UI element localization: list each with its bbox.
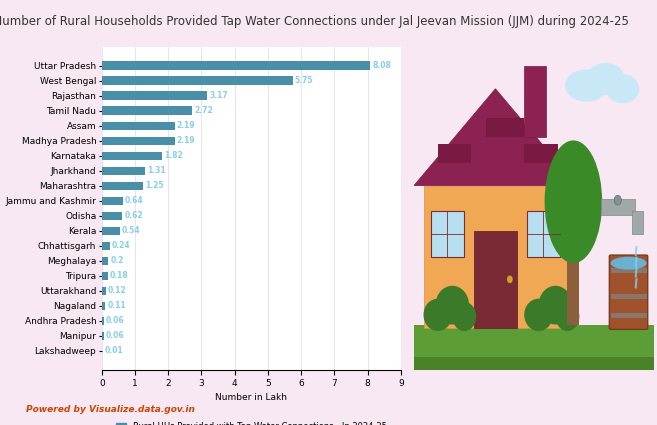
Text: 0.62: 0.62 (124, 211, 143, 220)
Bar (486, 118, 524, 137)
Ellipse shape (524, 299, 553, 331)
Bar (102, 107, 193, 115)
Bar (102, 302, 106, 310)
Bar (524, 66, 546, 137)
Bar (601, 198, 635, 215)
Bar (524, 144, 558, 163)
Ellipse shape (614, 196, 622, 205)
Bar (424, 186, 568, 328)
Ellipse shape (436, 286, 469, 325)
Text: 0.2: 0.2 (110, 256, 124, 265)
Text: Powered by Visualize.data.gov.in: Powered by Visualize.data.gov.in (26, 405, 195, 414)
Y-axis label: State/UT: State/UT (0, 189, 1, 228)
Bar (632, 212, 643, 234)
Ellipse shape (539, 286, 572, 325)
Bar (527, 212, 560, 257)
Ellipse shape (587, 63, 625, 95)
Text: 8.08: 8.08 (373, 61, 391, 70)
Ellipse shape (424, 299, 452, 331)
Ellipse shape (565, 69, 608, 102)
Ellipse shape (606, 74, 639, 103)
Ellipse shape (610, 257, 646, 269)
Bar (610, 268, 646, 273)
Text: 1.82: 1.82 (164, 151, 183, 160)
Bar (102, 272, 108, 280)
Bar (102, 62, 370, 70)
Text: 0.54: 0.54 (122, 226, 140, 235)
Bar (102, 167, 145, 175)
Text: 1.31: 1.31 (147, 166, 166, 175)
Bar (102, 76, 293, 85)
FancyBboxPatch shape (609, 255, 648, 329)
Bar (568, 234, 579, 325)
Bar (102, 181, 143, 190)
Circle shape (507, 275, 512, 283)
Text: 2.19: 2.19 (177, 136, 195, 145)
Text: 0.06: 0.06 (106, 332, 124, 340)
Bar (610, 313, 646, 318)
Bar (102, 212, 122, 220)
Text: State/UT-wise Number of Rural Households Provided Tap Water Connections under Ja: State/UT-wise Number of Rural Households… (0, 15, 629, 28)
Polygon shape (414, 89, 577, 186)
Text: 2.72: 2.72 (194, 106, 213, 115)
Bar (102, 257, 108, 265)
Bar (102, 287, 106, 295)
Bar (102, 136, 175, 145)
Bar (438, 144, 472, 163)
Bar (474, 231, 517, 328)
Bar (102, 91, 207, 100)
Text: 2.19: 2.19 (177, 121, 195, 130)
Bar (102, 242, 110, 250)
X-axis label: Number in Lakh: Number in Lakh (215, 393, 287, 402)
Bar (102, 227, 120, 235)
Bar (102, 317, 104, 325)
Text: 1.25: 1.25 (145, 181, 164, 190)
Bar (102, 152, 162, 160)
Bar (414, 357, 654, 370)
Text: 0.24: 0.24 (112, 241, 131, 250)
Bar (102, 122, 175, 130)
Bar (102, 197, 123, 205)
Text: 0.01: 0.01 (104, 346, 123, 355)
Text: 5.75: 5.75 (295, 76, 313, 85)
Ellipse shape (545, 140, 602, 263)
Bar (414, 325, 654, 370)
Ellipse shape (452, 302, 476, 331)
Text: 0.64: 0.64 (125, 196, 144, 205)
Bar (102, 332, 104, 340)
Text: 3.17: 3.17 (209, 91, 228, 100)
Text: 0.12: 0.12 (108, 286, 126, 295)
Text: 0.11: 0.11 (108, 301, 126, 310)
Legend: Rural HHs Provided with Tap Water Connections - In 2024-25: Rural HHs Provided with Tap Water Connec… (113, 419, 390, 425)
Bar (610, 294, 646, 299)
Text: 0.18: 0.18 (110, 271, 129, 280)
Bar (431, 212, 464, 257)
Text: 0.06: 0.06 (106, 316, 124, 326)
Ellipse shape (555, 302, 579, 331)
